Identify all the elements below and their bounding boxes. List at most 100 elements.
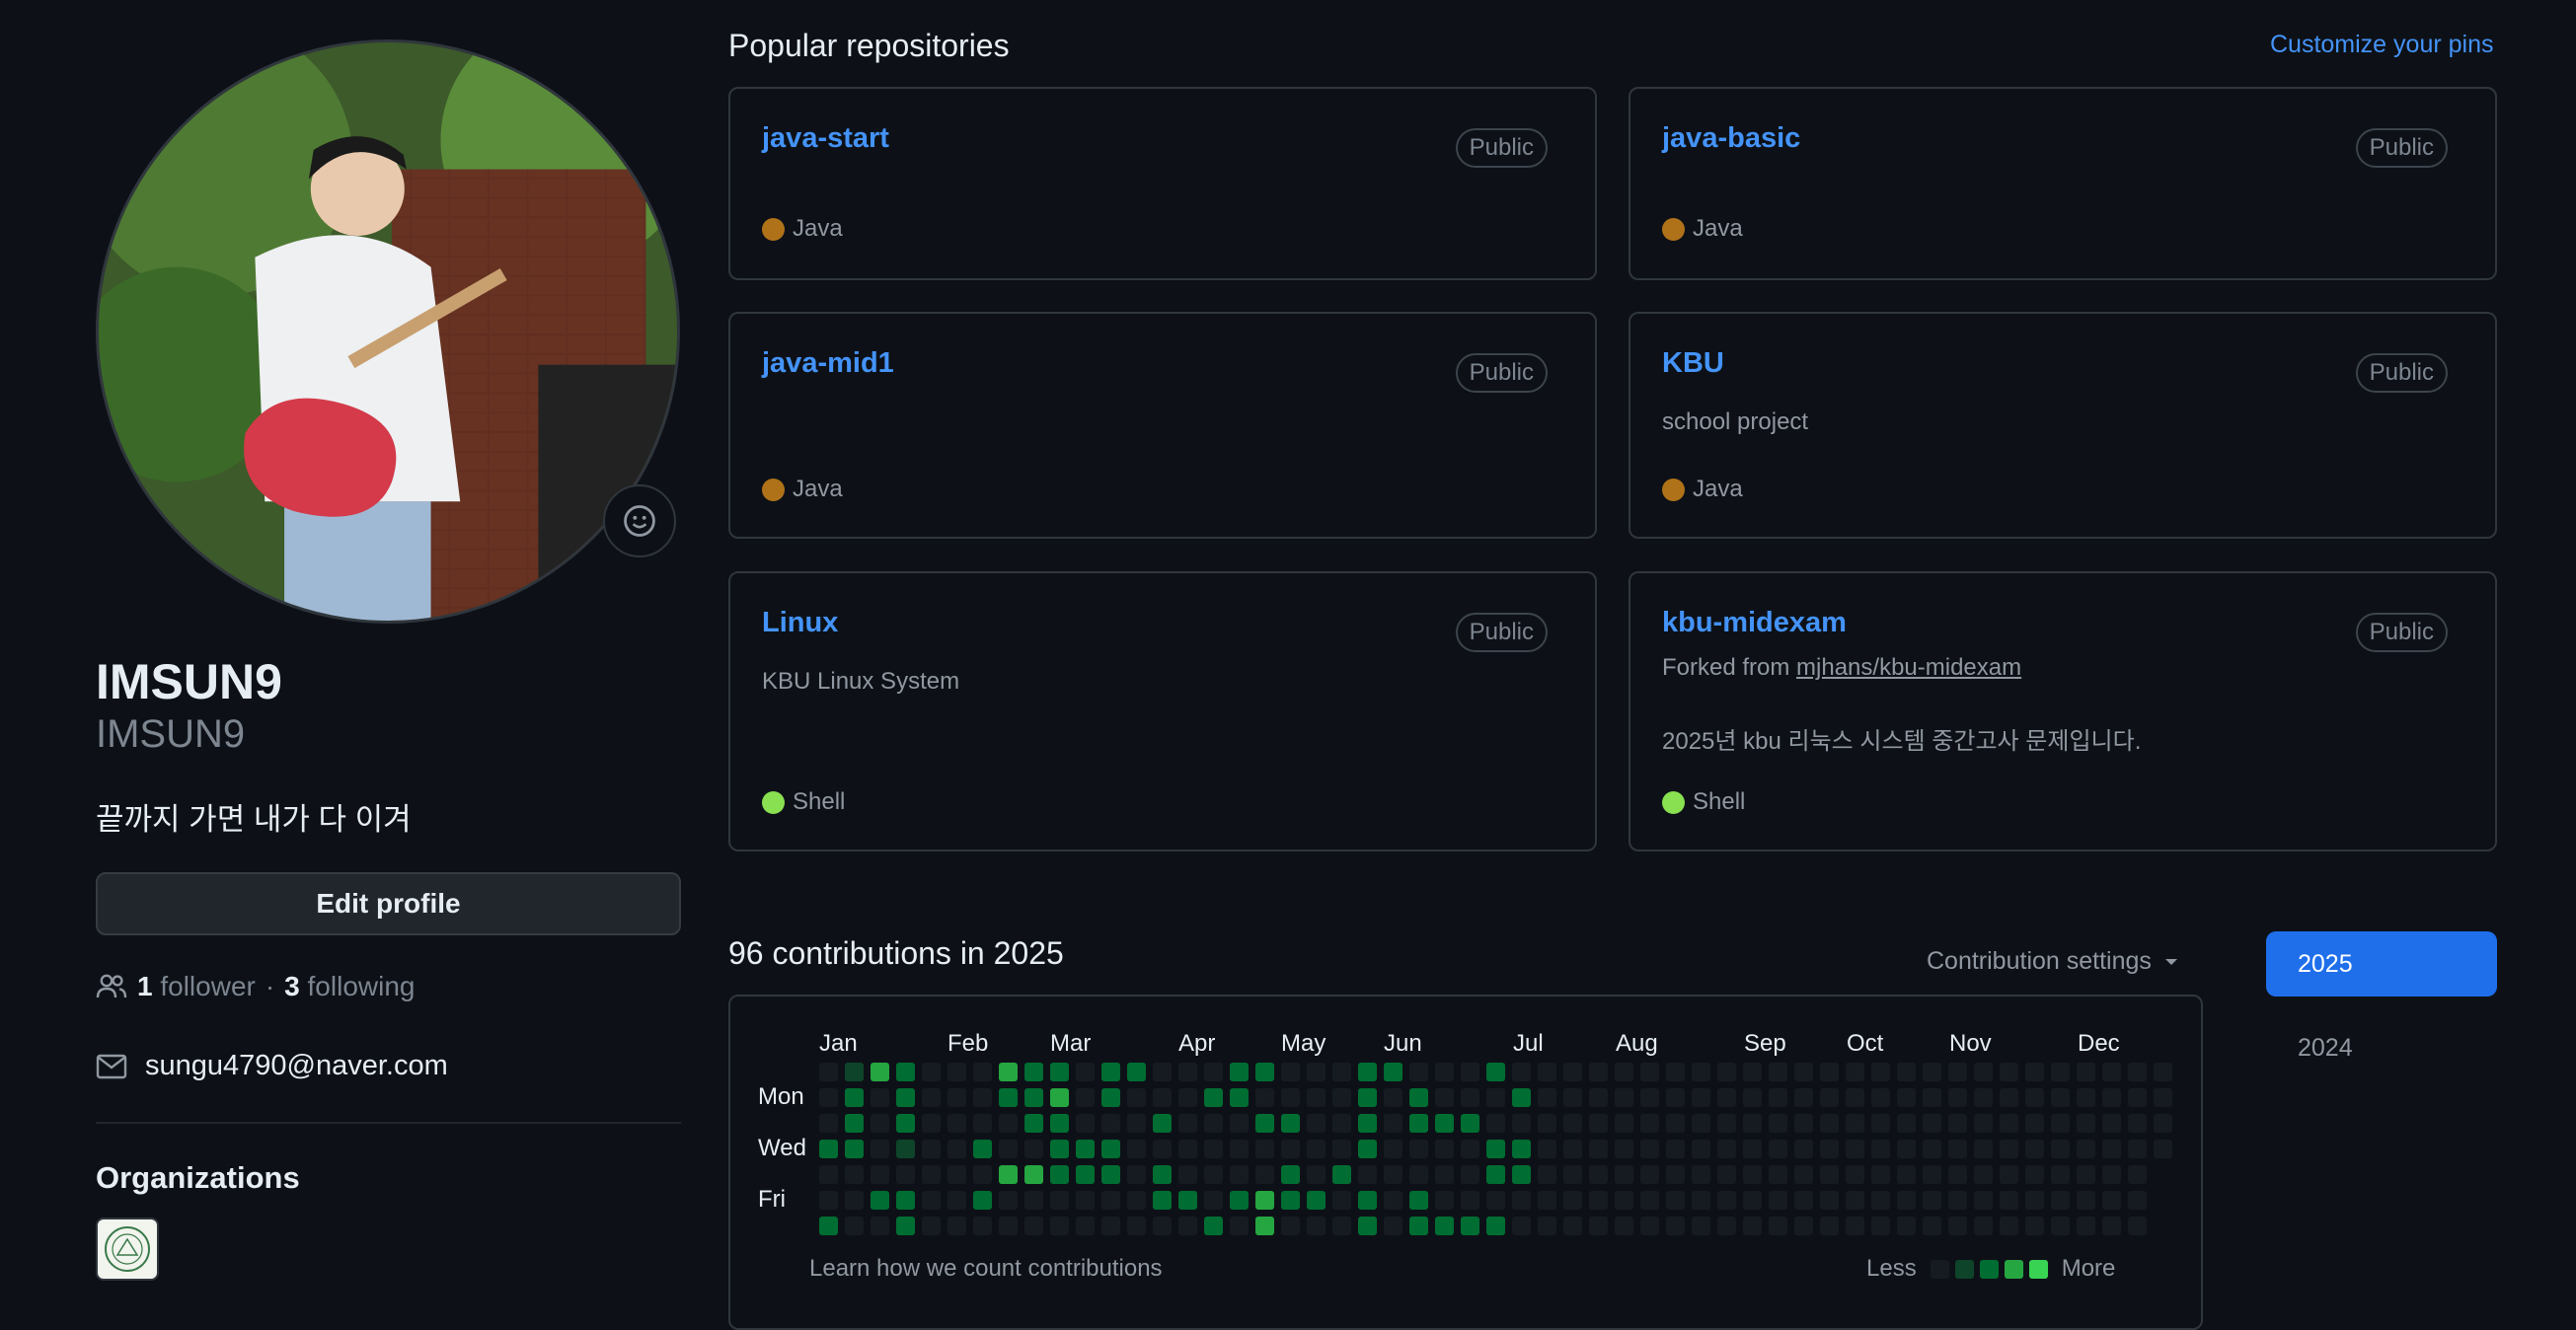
contribution-day-cell[interactable] [1589,1088,1608,1107]
contribution-day-cell[interactable] [1589,1191,1608,1210]
contribution-day-cell[interactable] [896,1088,915,1107]
contribution-day-cell[interactable] [1486,1191,1505,1210]
contribution-day-cell[interactable] [973,1088,992,1107]
contribution-day-cell[interactable] [1358,1191,1377,1210]
contribution-day-cell[interactable] [871,1063,889,1081]
contribution-day-cell[interactable] [1204,1140,1223,1158]
contribution-day-cell[interactable] [1743,1217,1762,1235]
contribution-day-cell[interactable] [1101,1165,1120,1184]
contribution-day-cell[interactable] [2025,1165,2044,1184]
contribution-day-cell[interactable] [1743,1191,1762,1210]
contribution-day-cell[interactable] [1101,1114,1120,1133]
contribution-day-cell[interactable] [1384,1140,1402,1158]
contribution-day-cell[interactable] [1332,1191,1351,1210]
contribution-day-cell[interactable] [947,1191,966,1210]
contribution-day-cell[interactable] [2000,1165,2018,1184]
contribution-day-cell[interactable] [922,1114,941,1133]
contribution-day-cell[interactable] [2102,1088,2121,1107]
contribution-day-cell[interactable] [2128,1114,2147,1133]
contribution-day-cell[interactable] [1897,1114,1916,1133]
contribution-day-cell[interactable] [1923,1063,1941,1081]
contribution-day-cell[interactable] [1563,1140,1582,1158]
contribution-day-cell[interactable] [2128,1088,2147,1107]
contribution-day-cell[interactable] [1127,1140,1146,1158]
contribution-day-cell[interactable] [1307,1063,1326,1081]
contribution-day-cell[interactable] [2077,1191,2095,1210]
contribution-day-cell[interactable] [1974,1088,1993,1107]
contribution-day-cell[interactable] [1871,1165,1890,1184]
contribution-day-cell[interactable] [999,1140,1018,1158]
contribution-day-cell[interactable] [1076,1088,1095,1107]
contribution-day-cell[interactable] [819,1165,838,1184]
contribution-day-cell[interactable] [1435,1140,1454,1158]
contribution-day-cell[interactable] [2025,1191,2044,1210]
contribution-day-cell[interactable] [2051,1140,2070,1158]
contribution-day-cell[interactable] [1974,1191,1993,1210]
contribution-day-cell[interactable] [1153,1191,1172,1210]
contribution-day-cell[interactable] [922,1191,941,1210]
contribution-day-cell[interactable] [2102,1140,2121,1158]
contribution-day-cell[interactable] [845,1165,864,1184]
contribution-day-cell[interactable] [922,1088,941,1107]
contribution-day-cell[interactable] [1871,1191,1890,1210]
contribution-day-cell[interactable] [1923,1088,1941,1107]
contribution-day-cell[interactable] [1769,1114,1787,1133]
contribution-day-cell[interactable] [1769,1088,1787,1107]
contribution-day-cell[interactable] [1897,1191,1916,1210]
contribution-day-cell[interactable] [819,1088,838,1107]
contribution-day-cell[interactable] [1538,1063,1556,1081]
contribution-day-cell[interactable] [1230,1217,1249,1235]
contribution-day-cell[interactable] [1512,1140,1531,1158]
repo-link[interactable]: java-basic [1662,122,1801,154]
contribution-day-cell[interactable] [1897,1217,1916,1235]
contribution-day-cell[interactable] [1178,1063,1197,1081]
contribution-day-cell[interactable] [1076,1165,1095,1184]
contribution-day-cell[interactable] [2077,1140,2095,1158]
contribution-day-cell[interactable] [2025,1140,2044,1158]
contribution-day-cell[interactable] [1486,1140,1505,1158]
set-status-button[interactable] [603,484,676,557]
contribution-day-cell[interactable] [1486,1165,1505,1184]
contribution-day-cell[interactable] [1332,1217,1351,1235]
contribution-day-cell[interactable] [1332,1114,1351,1133]
contribution-day-cell[interactable] [1820,1114,1839,1133]
contribution-day-cell[interactable] [1384,1217,1402,1235]
contribution-day-cell[interactable] [1230,1165,1249,1184]
contribution-day-cell[interactable] [1435,1217,1454,1235]
contribution-day-cell[interactable] [1204,1165,1223,1184]
contribution-day-cell[interactable] [1846,1140,1864,1158]
contribution-day-cell[interactable] [1127,1191,1146,1210]
contribution-day-cell[interactable] [1255,1191,1274,1210]
contribution-day-cell[interactable] [1230,1063,1249,1081]
contribution-day-cell[interactable] [1948,1140,1967,1158]
contribution-day-cell[interactable] [1794,1140,1813,1158]
contribution-day-cell[interactable] [947,1140,966,1158]
contribution-day-cell[interactable] [1101,1191,1120,1210]
contribution-day-cell[interactable] [1743,1140,1762,1158]
contribution-day-cell[interactable] [2077,1114,2095,1133]
contribution-day-cell[interactable] [1820,1217,1839,1235]
contribution-day-cell[interactable] [973,1140,992,1158]
contribution-day-cell[interactable] [2102,1063,2121,1081]
contribution-day-cell[interactable] [1538,1140,1556,1158]
contribution-day-cell[interactable] [1589,1063,1608,1081]
repo-link[interactable]: java-mid1 [762,347,894,379]
contribution-day-cell[interactable] [1076,1063,1095,1081]
contribution-day-cell[interactable] [1974,1165,1993,1184]
contribution-day-cell[interactable] [1743,1165,1762,1184]
contribution-day-cell[interactable] [1794,1191,1813,1210]
contribution-day-cell[interactable] [1358,1063,1377,1081]
contribution-day-cell[interactable] [1384,1063,1402,1081]
contribution-day-cell[interactable] [2000,1088,2018,1107]
contribution-day-cell[interactable] [1563,1217,1582,1235]
contribution-day-cell[interactable] [1846,1165,1864,1184]
contribution-day-cell[interactable] [1332,1063,1351,1081]
contribution-day-cell[interactable] [1717,1191,1736,1210]
contribution-day-cell[interactable] [1281,1063,1300,1081]
contribution-day-cell[interactable] [1255,1140,1274,1158]
contribution-day-cell[interactable] [845,1191,864,1210]
contribution-day-cell[interactable] [2128,1191,2147,1210]
contribution-day-cell[interactable] [947,1088,966,1107]
contribution-day-cell[interactable] [1640,1217,1659,1235]
contribution-day-cell[interactable] [1332,1140,1351,1158]
